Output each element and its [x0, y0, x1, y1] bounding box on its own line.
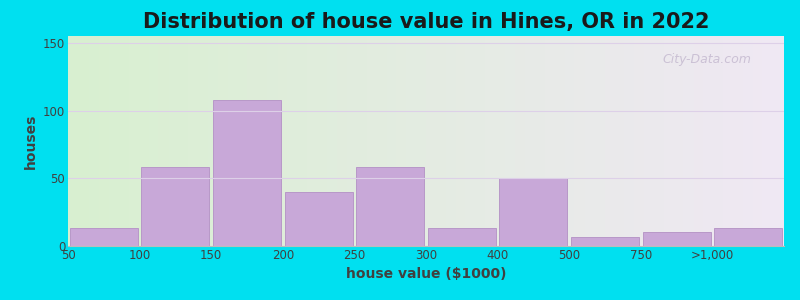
- Bar: [428, 228, 496, 246]
- Y-axis label: houses: houses: [23, 113, 38, 169]
- Bar: [642, 232, 710, 246]
- Bar: [70, 228, 138, 246]
- Title: Distribution of house value in Hines, OR in 2022: Distribution of house value in Hines, OR…: [142, 12, 710, 32]
- Bar: [356, 167, 424, 246]
- Bar: [285, 192, 353, 246]
- Bar: [213, 100, 281, 246]
- Text: City-Data.com: City-Data.com: [662, 53, 751, 66]
- Bar: [571, 236, 639, 246]
- X-axis label: house value ($1000): house value ($1000): [346, 267, 506, 281]
- Bar: [499, 178, 567, 246]
- Bar: [142, 167, 210, 246]
- Bar: [714, 228, 782, 246]
